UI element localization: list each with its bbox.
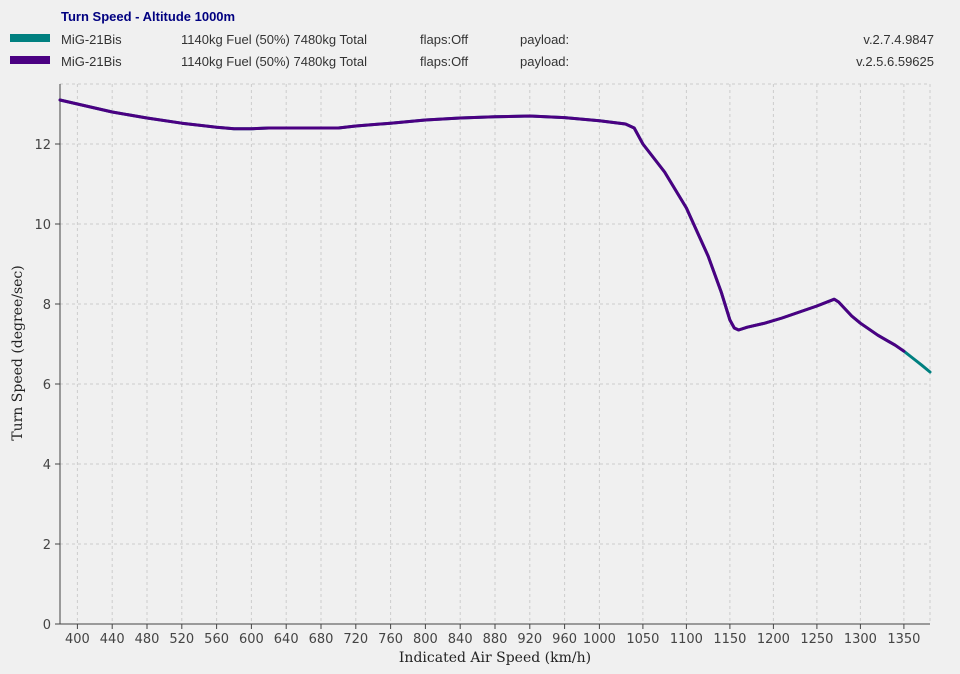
x-tick-label: 560	[204, 632, 229, 647]
legend-payload-1: payload:	[520, 32, 570, 47]
legend-swatch-1	[10, 34, 50, 42]
legend-flaps-2: flaps:Off	[420, 54, 469, 69]
legend-payload-2: payload:	[520, 54, 570, 69]
y-tick-label: 10	[34, 218, 51, 233]
x-tick-label: 400	[65, 632, 90, 647]
y-axis-label: Turn Speed (degree/sec)	[10, 265, 26, 440]
y-tick-label: 6	[43, 378, 51, 393]
legend-load-2: 1140kg Fuel (50%) 7480kg Total	[181, 54, 367, 69]
y-tick-label: 12	[34, 138, 51, 153]
x-tick-label: 760	[378, 632, 403, 647]
series-lines	[58, 98, 932, 374]
x-tick-label: 1150	[713, 632, 746, 647]
grid	[60, 83, 931, 624]
x-tick-label: 480	[135, 632, 160, 647]
x-tick-label: 1350	[887, 632, 920, 647]
legend-aircraft-2: MiG-21Bis	[61, 54, 122, 69]
x-tick-label: 920	[517, 632, 542, 647]
x-tick-label: 440	[100, 632, 125, 647]
y-tick-label: 0	[43, 618, 51, 633]
x-tick-label: 640	[274, 632, 299, 647]
x-tick-label: 1300	[844, 632, 877, 647]
x-tick-label: 840	[448, 632, 473, 647]
x-tick-label: 680	[309, 632, 334, 647]
legend-flaps-1: flaps:Off	[420, 32, 469, 47]
x-tick-label: 600	[239, 632, 264, 647]
legend-swatch-2	[10, 56, 50, 64]
x-tick-label: 1050	[626, 632, 659, 647]
x-tick-label: 520	[169, 632, 194, 647]
x-tick-label: 720	[343, 632, 368, 647]
y-tick-label: 2	[43, 538, 51, 553]
legend-version-1: v.2.7.4.9847	[863, 32, 934, 47]
x-axis-label: Indicated Air Speed (km/h)	[399, 650, 591, 666]
x-tick-label: 1200	[757, 632, 790, 647]
legend-version-2: v.2.5.6.59625	[856, 54, 934, 69]
x-tick-label: 1000	[583, 632, 616, 647]
axes: 400 440 480 520 560 600 640 680 720 760 800 840 880 9…	[34, 84, 930, 647]
series-line-2	[58, 98, 906, 353]
x-tick-label: 880	[483, 632, 508, 647]
legend-aircraft-1: MiG-21Bis	[61, 32, 122, 47]
legend-entry-1: MiG-21Bis 1140kg Fuel (50%) 7480kg Total…	[0, 30, 960, 50]
y-tick-label: 8	[43, 298, 51, 313]
chart-title: Turn Speed - Altitude 1000m	[61, 9, 236, 24]
x-tick-label: 1250	[800, 632, 833, 647]
legend-entry-2: MiG-21Bis 1140kg Fuel (50%) 7480kg Total…	[0, 52, 960, 72]
y-tick-label: 4	[43, 458, 51, 473]
x-tick-label: 960	[552, 632, 577, 647]
x-tick-label: 1100	[670, 632, 703, 647]
x-tick-label: 800	[413, 632, 438, 647]
legend-load-1: 1140kg Fuel (50%) 7480kg Total	[181, 32, 367, 47]
